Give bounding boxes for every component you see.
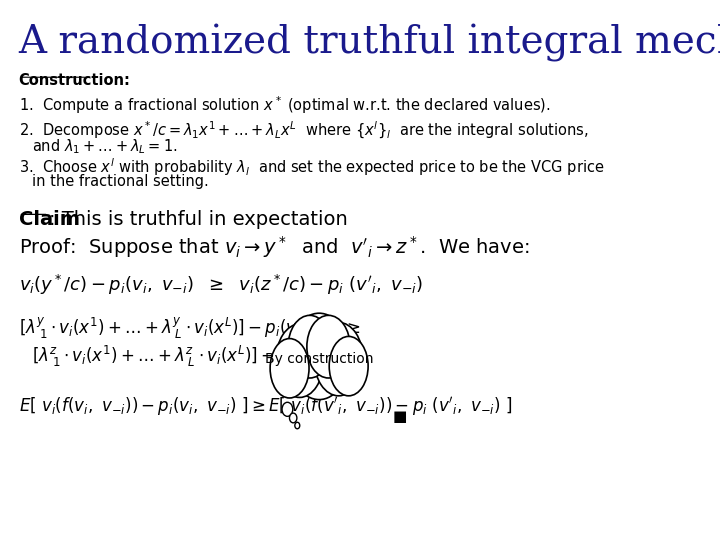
Text: $E[\ v_i(f(v_i,\ v_{-i})) - p_i(v_i,\ v_{-i})\ ] \geq E[\ v_i(f(v'_i,\ v_{-i})) : $E[\ v_i(f(v_i,\ v_{-i})) - p_i(v_i,\ v_… [19, 395, 512, 418]
Text: in the fractional setting.: in the fractional setting. [32, 174, 209, 190]
Ellipse shape [289, 313, 349, 400]
Text: 2.  Decompose $x^*/c = \lambda_1 x^1 +\ldots + \lambda_L x^L$  where $\{x^l\}_l$: 2. Decompose $x^*/c = \lambda_1 x^1 +\ld… [19, 120, 588, 141]
Circle shape [294, 422, 300, 429]
Text: Construction:: Construction: [19, 73, 130, 88]
Text: 3.  Choose $x^l$ with probability $\lambda_l$  and set the expected price to be : 3. Choose $x^l$ with probability $\lambd… [19, 157, 604, 178]
Text: By construction: By construction [265, 352, 374, 366]
Text: and $\lambda_1 +\ldots +\lambda_L = 1$.: and $\lambda_1 +\ldots +\lambda_L = 1$. [32, 138, 177, 157]
Text: Claim: Claim [19, 210, 79, 228]
Ellipse shape [314, 322, 363, 396]
Text: : This is truthful in expectation: : This is truthful in expectation [48, 210, 347, 228]
Text: Proof:  Suppose that $v_i \rightarrow y^*$  and  $v'_i \rightarrow z^*$.  We hav: Proof: Suppose that $v_i \rightarrow y^*… [19, 234, 529, 260]
Text: $\blacksquare$: $\blacksquare$ [392, 409, 407, 426]
Text: $v_i(y^*/c) - p_i(v_i,\ v_{-i})\ \ \geq\ \ v_i(z^*/c) - p_i\ (v'_i,\ v_{-i})$: $v_i(y^*/c) - p_i(v_i,\ v_{-i})\ \ \geq\… [19, 273, 423, 297]
Text: $[\lambda^y_{\ 1} \cdot v_i(x^1)+\ldots + \lambda^y_{\ L} \cdot v_i(x^L)] - p_i(: $[\lambda^y_{\ 1} \cdot v_i(x^1)+\ldots … [19, 316, 360, 341]
Text: A randomized truthful integral mechanism: A randomized truthful integral mechanism [19, 24, 720, 62]
Text: $[\lambda^z_{\ 1} \cdot v_i(x^1)+\ldots + \lambda^z_{\ L} \cdot v_i(x^L)] - p_i\: $[\lambda^z_{\ 1} \cdot v_i(x^1)+\ldots … [32, 344, 366, 369]
Circle shape [289, 413, 297, 423]
Ellipse shape [288, 315, 331, 378]
Text: 1.  Compute a fractional solution $x^*$ (optimal w.r.t. the declared values).: 1. Compute a fractional solution $x^*$ (… [19, 94, 550, 116]
Circle shape [282, 402, 293, 416]
Ellipse shape [270, 339, 309, 398]
Ellipse shape [307, 315, 350, 378]
Ellipse shape [329, 336, 368, 396]
Ellipse shape [276, 324, 323, 397]
